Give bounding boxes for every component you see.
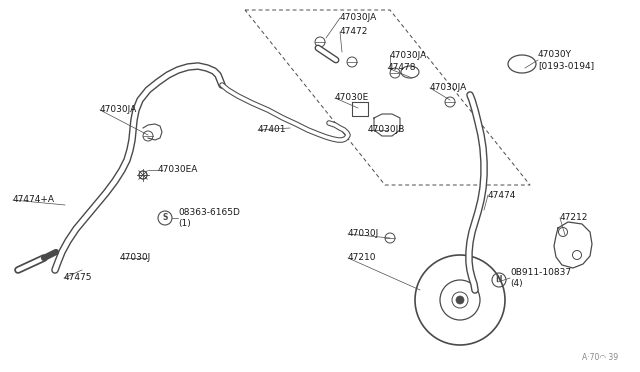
- Text: 47030E: 47030E: [335, 93, 369, 103]
- Text: 0B911-10837
(4): 0B911-10837 (4): [510, 268, 571, 288]
- Text: 47210: 47210: [348, 253, 376, 263]
- Text: 47030JA: 47030JA: [390, 51, 428, 60]
- Text: 47030J: 47030J: [120, 253, 151, 263]
- Text: 08363-6165D
(1): 08363-6165D (1): [178, 208, 240, 228]
- Text: 47474+A: 47474+A: [13, 196, 55, 205]
- Text: 47472: 47472: [340, 28, 369, 36]
- Text: 47474: 47474: [488, 190, 516, 199]
- Text: 47030JA: 47030JA: [340, 13, 377, 22]
- Text: A·70◠ 39: A·70◠ 39: [582, 353, 618, 362]
- Text: 47030EA: 47030EA: [158, 166, 198, 174]
- Circle shape: [456, 296, 464, 304]
- Text: N: N: [496, 276, 502, 285]
- Text: 47401: 47401: [258, 125, 287, 135]
- Text: 47478: 47478: [388, 64, 417, 73]
- Text: 47475: 47475: [64, 273, 93, 282]
- Text: 47030JA: 47030JA: [100, 106, 137, 115]
- Text: 47030JB: 47030JB: [368, 125, 405, 135]
- Text: 47212: 47212: [560, 214, 588, 222]
- Text: 47030Y
[0193-0194]: 47030Y [0193-0194]: [538, 50, 594, 70]
- Text: S: S: [163, 214, 168, 222]
- Text: 47030JA: 47030JA: [430, 83, 467, 93]
- Text: 47030J: 47030J: [348, 230, 380, 238]
